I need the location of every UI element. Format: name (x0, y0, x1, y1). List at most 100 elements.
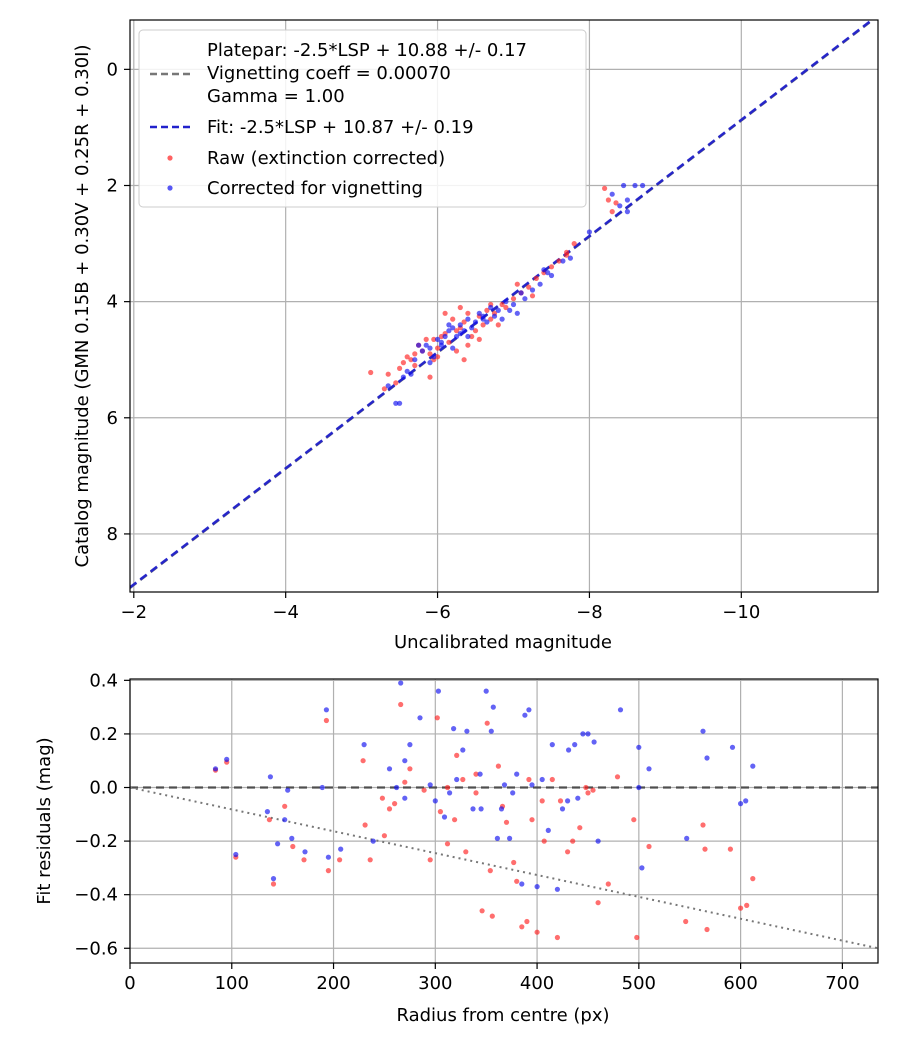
corrected-point (522, 296, 528, 302)
corrected-point (416, 342, 422, 348)
raw-residual-point (360, 758, 366, 764)
raw-point (427, 351, 433, 357)
corrected-residual-point (507, 835, 513, 842)
raw-point (514, 281, 520, 287)
corrected-residual-point (559, 806, 566, 812)
vignetting-curve (130, 786, 878, 950)
corrected-point (465, 333, 471, 340)
raw-residual-point (282, 803, 288, 809)
raw-residual-point (514, 878, 520, 884)
legend-raw-text: Raw (extinction corrected) (207, 148, 445, 169)
y-tick-label: 0.0 (89, 778, 118, 799)
raw-residual-point (487, 868, 493, 874)
y-tick-label: 6 (107, 408, 118, 429)
corrected-residual-point (470, 806, 476, 812)
raw-point (427, 374, 433, 380)
corrected-point (484, 319, 490, 325)
raw-residual-point (337, 857, 343, 863)
corrected-residual-point (477, 771, 483, 777)
raw-point (476, 336, 482, 342)
corrected-residual-point (319, 784, 325, 791)
corrected-residual-point (554, 886, 561, 892)
y-tick-label: 4 (107, 292, 118, 313)
corrected-point (476, 310, 482, 316)
corrected-residual-point (566, 747, 572, 753)
bottom-lines (130, 786, 878, 950)
corrected-residual-point (617, 707, 624, 713)
raw-residual-point (444, 784, 451, 791)
y-tick-label: 0.2 (89, 724, 118, 745)
corrected-point (624, 209, 631, 215)
raw-point (457, 304, 463, 311)
raw-residual-point (570, 838, 576, 844)
corrected-point (431, 354, 437, 360)
corrected-point (560, 258, 566, 264)
raw-point (465, 310, 471, 316)
raw-point (469, 333, 475, 340)
corrected-residual-point (494, 835, 500, 842)
raw-point (438, 333, 444, 340)
raw-residual-point (479, 908, 485, 914)
raw-point (431, 336, 437, 342)
corrected-point (472, 319, 479, 325)
corrected-residual-point (639, 865, 645, 871)
corrected-point (412, 357, 418, 363)
raw-residual-point (421, 787, 427, 793)
raw-residual-point (557, 798, 564, 804)
corrected-residual-point (498, 806, 505, 812)
corrected-residual-point (441, 814, 448, 820)
corrected-residual-point (572, 742, 578, 748)
corrected-point (632, 182, 638, 189)
corrected-point (457, 331, 463, 337)
corrected-point (529, 287, 536, 293)
raw-point (564, 249, 570, 255)
corrected-residual-point (490, 704, 496, 710)
y-tick-label: 2 (107, 176, 118, 197)
corrected-point (461, 328, 467, 334)
corrected-residual-point (636, 744, 642, 750)
raw-residual-point (270, 881, 277, 887)
raw-point (605, 197, 612, 203)
raw-point (480, 322, 486, 328)
raw-residual-point (444, 841, 451, 847)
x-tick-label: −6 (424, 602, 451, 623)
corrected-point (446, 322, 452, 328)
corrected-residual-point (427, 782, 433, 788)
raw-point (397, 365, 403, 371)
raw-residual-point (683, 918, 689, 925)
y-tick-label: 0 (107, 59, 118, 80)
raw-point (446, 339, 452, 345)
raw-point (423, 336, 429, 342)
corrected-residual-point (483, 688, 489, 694)
raw-residual-point (381, 833, 387, 839)
x-tick-label: 0 (124, 973, 135, 994)
raw-residual-point (614, 774, 621, 780)
raw-residual-point (392, 801, 398, 807)
corrected-residual-point (267, 774, 273, 780)
raw-point (472, 328, 479, 334)
corrected-point (427, 345, 433, 351)
raw-residual-point (301, 857, 307, 863)
raw-point (404, 354, 410, 360)
corrected-point (545, 270, 551, 276)
corrected-residual-point (275, 841, 281, 847)
y-tick-label: 8 (107, 524, 118, 545)
residuals-chart: 0 100 200 300 400 500 600 700 −0.6 −0.4 −0.2 0.0 0.2… (34, 670, 879, 1026)
raw-point (484, 307, 490, 313)
raw-residual-point (503, 819, 510, 825)
corrected-point (507, 307, 513, 313)
corrected-residual-point (282, 817, 288, 823)
corrected-residual-point (595, 838, 601, 844)
corrected-residual-point (522, 712, 528, 718)
raw-residual-point (484, 720, 490, 726)
corrected-residual-point (585, 731, 591, 737)
corrected-point (609, 191, 615, 197)
corrected-point (567, 255, 574, 261)
x-tick-label: −2 (121, 602, 148, 623)
bottom-ticks: 0 100 200 300 400 500 600 700 −0.6 −0.4 −0.2 0.0 0.2… (74, 670, 859, 994)
corrected-residual-point (447, 790, 453, 796)
corrected-point (541, 267, 547, 273)
corrected-residual-point (646, 766, 652, 772)
corrected-residual-point (636, 784, 642, 791)
